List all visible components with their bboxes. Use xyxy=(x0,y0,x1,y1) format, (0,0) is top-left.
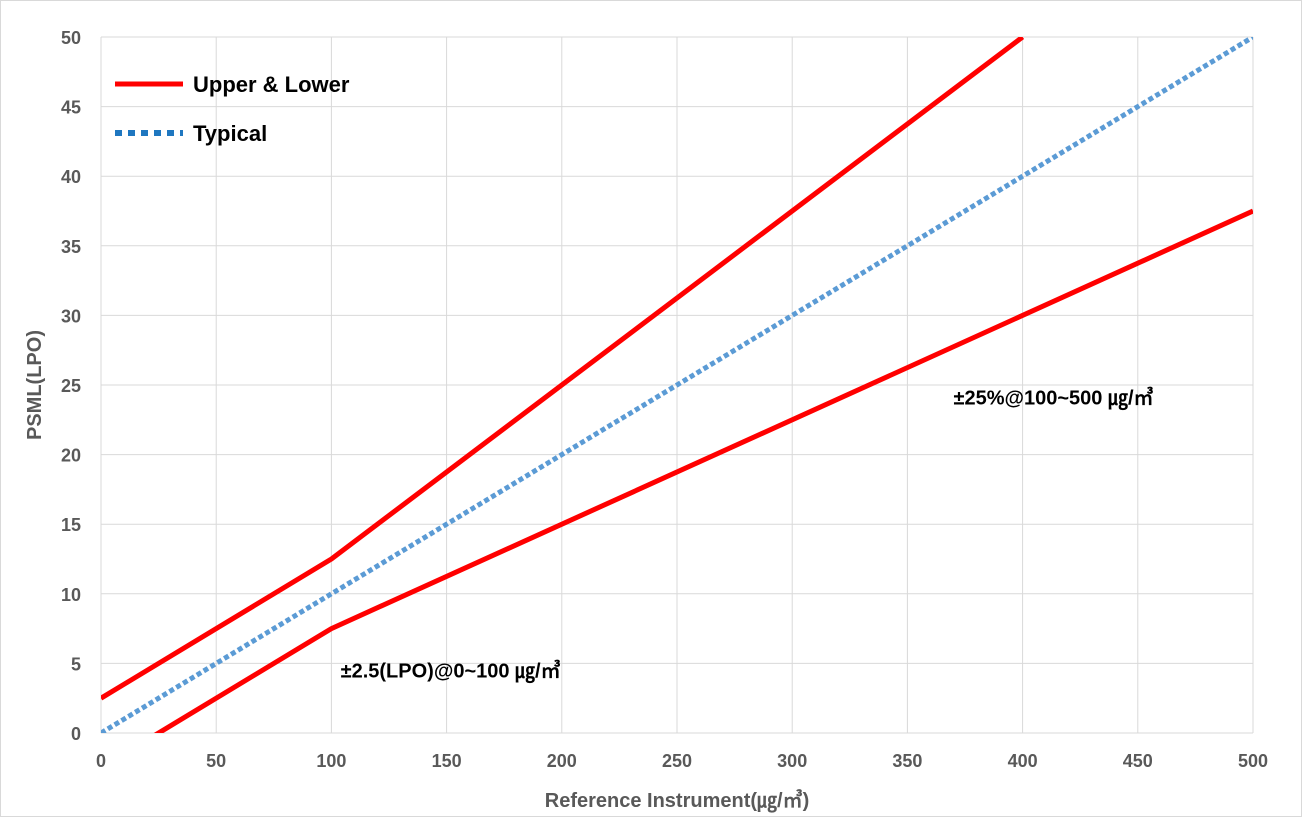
series-layer xyxy=(101,37,1253,733)
x-tick-label-0: 0 xyxy=(96,751,106,771)
y-tick-label-10: 50 xyxy=(61,28,81,48)
x-tick-label-6: 300 xyxy=(777,751,807,771)
x-tick-label-8: 400 xyxy=(1008,751,1038,771)
legend-label-upper-lower: Upper & Lower xyxy=(193,72,350,97)
x-tick-label-1: 50 xyxy=(206,751,226,771)
x-tick-label-9: 450 xyxy=(1123,751,1153,771)
x-tick-label-7: 350 xyxy=(892,751,922,771)
x-tick-label-2: 100 xyxy=(316,751,346,771)
y-tick-label-9: 45 xyxy=(61,98,81,118)
annotations: ±25%@100~500 ㎍/㎥ ±2.5(LPO)@0~100 ㎍/㎥ xyxy=(341,385,1154,683)
y-tick-label-6: 30 xyxy=(61,306,81,326)
x-tick-label-5: 250 xyxy=(662,751,692,771)
y-tick-label-0: 0 xyxy=(71,724,81,744)
legend: Upper & Lower Typical xyxy=(115,72,350,146)
y-tick-label-3: 15 xyxy=(61,515,81,535)
y-tick-label-7: 35 xyxy=(61,237,81,257)
y-tick-label-2: 10 xyxy=(61,585,81,605)
x-axis-title: Reference Instrument(㎍/㎥) xyxy=(545,788,810,813)
legend-label-typical: Typical xyxy=(193,121,267,146)
x-tick-label-10: 500 xyxy=(1238,751,1268,771)
tick-labels: 0 50 100 150 200 250 300 350 400 450 500 0 5 10 15 20 25… xyxy=(61,28,1268,771)
y-tick-label-8: 40 xyxy=(61,167,81,187)
annotation-0: ±25%@100~500 ㎍/㎥ xyxy=(953,385,1153,410)
x-tick-label-3: 150 xyxy=(432,751,462,771)
series-line-0-1 xyxy=(153,208,1253,733)
grid xyxy=(100,36,1254,734)
y-tick-label-5: 25 xyxy=(61,376,81,396)
y-tick-label-4: 20 xyxy=(61,446,81,466)
series-line-1-0 xyxy=(101,37,1253,733)
y-tick-label-1: 5 xyxy=(71,654,81,674)
annotation-1: ±2.5(LPO)@0~100 ㎍/㎥ xyxy=(341,658,561,683)
series-line-0-0 xyxy=(101,37,1025,701)
x-tick-label-4: 200 xyxy=(547,751,577,771)
y-axis-title: PSML(LPO) xyxy=(24,330,46,440)
